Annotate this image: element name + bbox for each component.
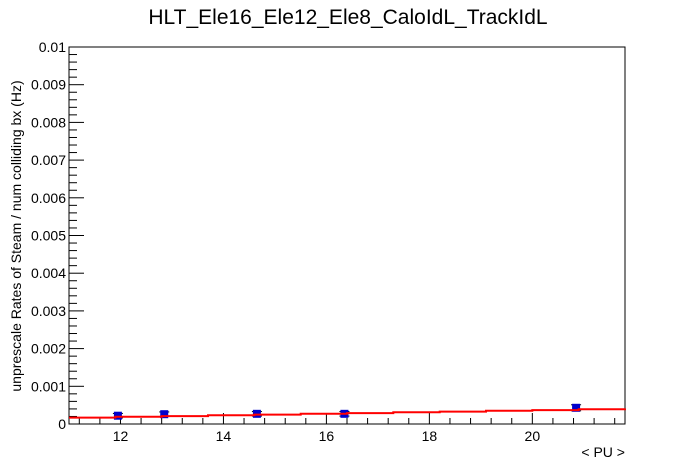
y-tick-label: 0 (58, 416, 66, 432)
plot-frame (68, 46, 626, 425)
x-tick-label: 12 (113, 428, 129, 444)
y-tick-label: 0.006 (31, 190, 66, 206)
y-tick-label: 0.004 (31, 265, 66, 281)
y-tick-label: 0.008 (31, 114, 66, 130)
y-tick-label: 0.007 (31, 152, 66, 168)
x-tick-label: 14 (216, 428, 232, 444)
y-tick-label: 0.003 (31, 303, 66, 319)
fit-line (69, 408, 626, 419)
x-axis-label: < PU > (581, 444, 625, 460)
data-point (572, 403, 581, 412)
y-tick-label: 0.001 (31, 378, 66, 394)
y-tick-label: 0.01 (39, 39, 66, 55)
x-tick-label: 20 (525, 428, 541, 444)
y-axis-label: unprescale Rates of Steam / num collidin… (8, 80, 24, 391)
data-point (160, 410, 169, 419)
x-tick-label: 16 (319, 428, 335, 444)
chart-title: HLT_Ele16_Ele12_Ele8_CaloIdL_TrackIdL (148, 6, 547, 29)
x-tick-label: 18 (422, 428, 438, 444)
data-point (113, 411, 122, 420)
y-tick-label: 0.009 (31, 77, 66, 93)
y-tick-label: 0.005 (31, 228, 66, 244)
y-tick-label: 0.002 (31, 341, 66, 357)
